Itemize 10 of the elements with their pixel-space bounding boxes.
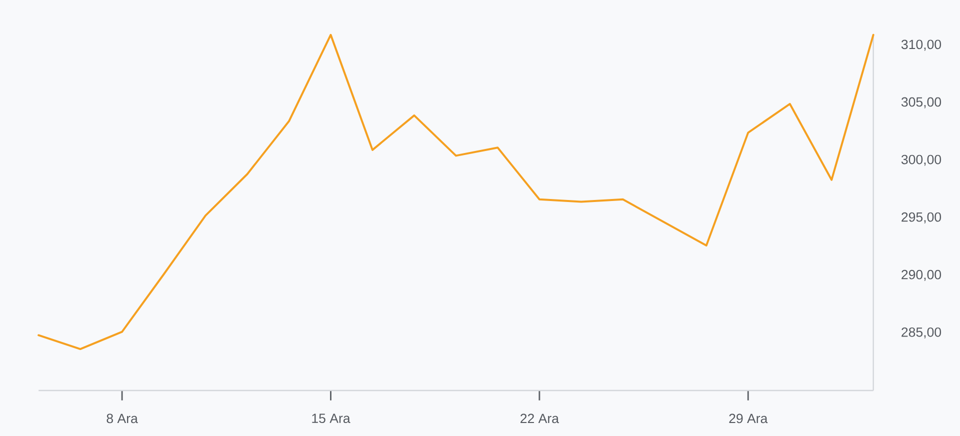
y-tick-label: 310,00 — [901, 40, 942, 51]
y-tick-label: 290,00 — [902, 270, 942, 281]
x-tick-label: 8 Ara — [106, 414, 138, 424]
x-tick-label: 15 Ara — [312, 414, 350, 423]
y-tick-label: 295,00 — [902, 212, 942, 224]
x-tick-label: 29 Ara — [729, 414, 768, 424]
x-tick-label: 22 Ara — [520, 414, 559, 424]
y-tick-label: 305,00 — [901, 97, 942, 108]
y-tick-label: 285,00 — [902, 327, 942, 338]
y-tick-label: 300,00 — [901, 154, 942, 166]
